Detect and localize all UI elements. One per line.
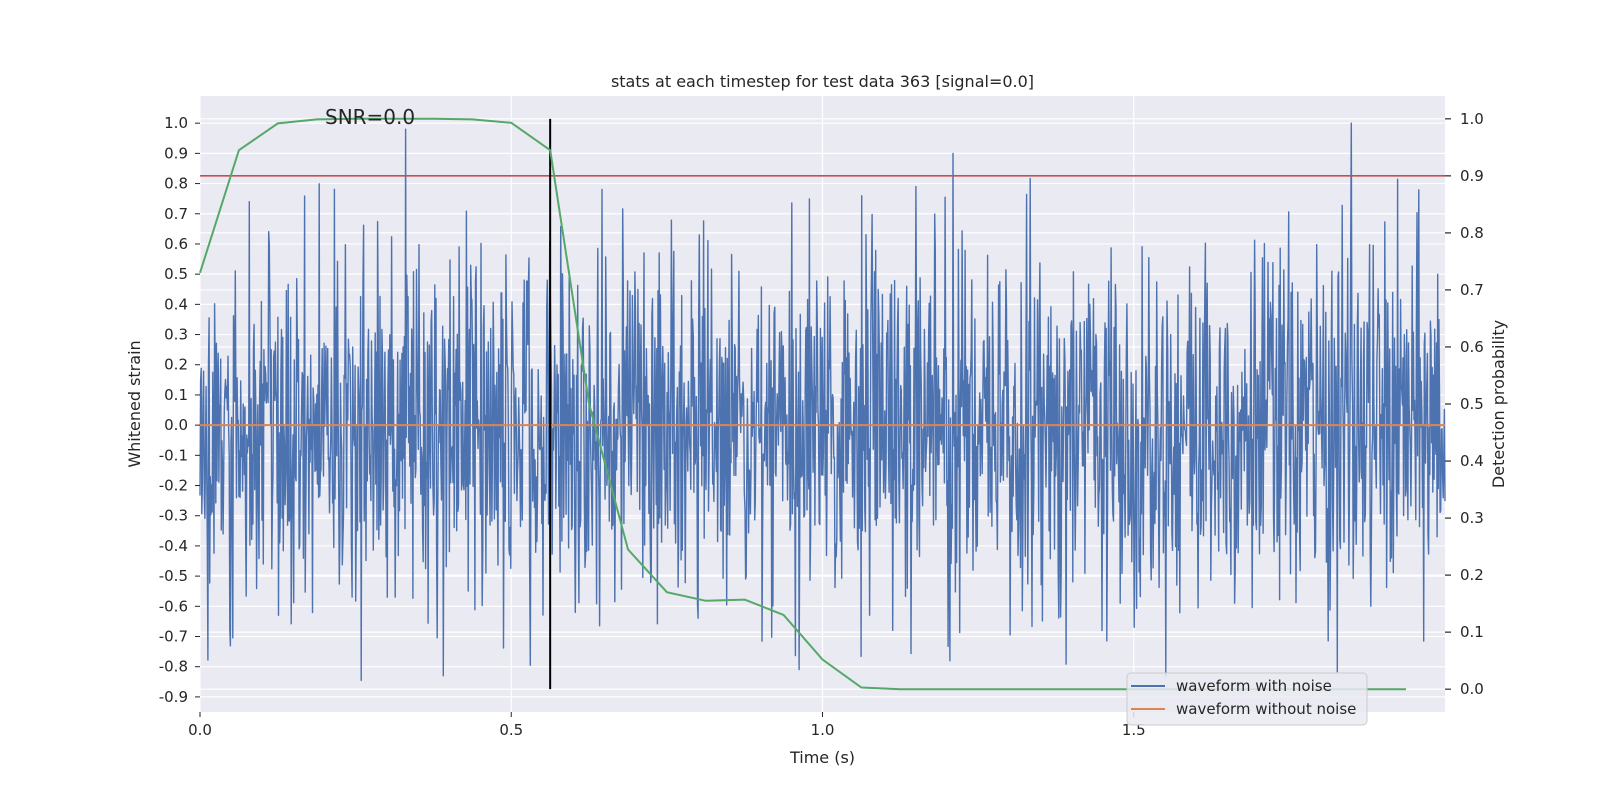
y2-tick-label: 0.5 [1460, 395, 1484, 413]
x-tick-label: 1.0 [811, 721, 835, 739]
legend-box [1126, 672, 1368, 726]
y2-axis-label: Detection probability [1489, 320, 1508, 488]
y-tick-label: -0.3 [159, 507, 188, 525]
legend: waveform with noise waveform without noi… [1126, 672, 1368, 726]
y2-tick-label: 0.4 [1460, 452, 1484, 470]
y-tick-label: -0.5 [159, 567, 188, 585]
y-tick-label: 1.0 [164, 114, 188, 132]
y2-tick-label: 0.2 [1460, 566, 1484, 584]
y-tick-label: 0.7 [164, 205, 188, 223]
y2-tick-label: 0.0 [1460, 680, 1484, 698]
y-tick-label: 0.0 [164, 416, 188, 434]
y-tick-label: 0.4 [164, 295, 188, 313]
chart-title: stats at each timestep for test data 363… [611, 72, 1034, 91]
y-tick-label: -0.9 [159, 688, 188, 706]
y2-tick-label: 0.3 [1460, 509, 1484, 527]
y-tick-label: -0.7 [159, 628, 188, 646]
axes: 0.0 0.5 1.0 1.51.00.90.80.70.60.50.40.30.20… [159, 110, 1484, 739]
y-tick-label: -0.8 [159, 658, 188, 676]
y2-tick-label: 0.9 [1460, 167, 1484, 185]
series-waveform-with-noise [199, 122, 1446, 682]
y-tick-label: -0.2 [159, 477, 188, 495]
y-tick-label: 0.2 [164, 356, 188, 374]
snr-annotation: SNR=0.0 [325, 105, 415, 129]
y-tick-label: 0.8 [164, 175, 188, 193]
x-tick-label: 0.5 [499, 721, 523, 739]
noise-waveform-line [199, 122, 1446, 682]
y-tick-label: -0.6 [159, 597, 188, 615]
y-tick-label: 0.3 [164, 326, 188, 344]
y2-tick-label: 0.7 [1460, 281, 1484, 299]
x-tick-label: 0.0 [188, 721, 212, 739]
legend-label-waveform-without-noise: waveform without noise [1176, 700, 1356, 718]
y-tick-label: 0.5 [164, 265, 188, 283]
y2-tick-label: 0.8 [1460, 224, 1484, 242]
y-tick-label: -0.4 [159, 537, 188, 555]
y-tick-label: 0.6 [164, 235, 188, 253]
x-axis-label: Time (s) [789, 748, 855, 767]
legend-label-waveform-with-noise: waveform with noise [1176, 677, 1332, 695]
y-tick-label: -0.1 [159, 446, 188, 464]
y2-tick-label: 0.1 [1460, 623, 1484, 641]
y2-tick-label: 0.6 [1460, 338, 1484, 356]
y-tick-label: 0.9 [164, 144, 188, 162]
y2-tick-label: 1.0 [1460, 110, 1484, 128]
y-tick-label: 0.1 [164, 386, 188, 404]
y-axis-label: Whitened strain [125, 340, 144, 467]
